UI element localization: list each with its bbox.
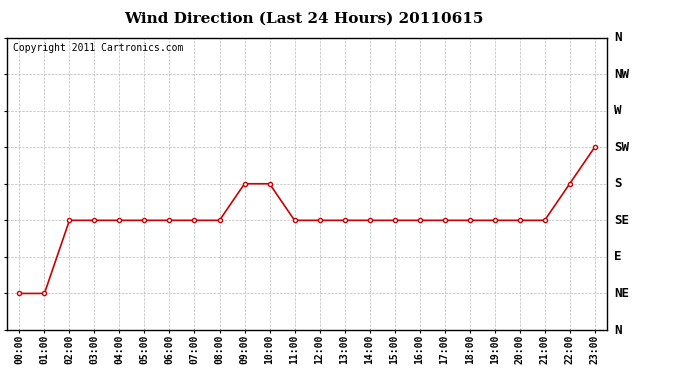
Text: N: N <box>614 324 622 336</box>
Text: SE: SE <box>614 214 629 227</box>
Text: SW: SW <box>614 141 629 154</box>
Text: N: N <box>614 31 622 44</box>
Text: NW: NW <box>614 68 629 81</box>
Text: Copyright 2011 Cartronics.com: Copyright 2011 Cartronics.com <box>13 44 184 53</box>
Text: W: W <box>614 104 622 117</box>
Text: S: S <box>614 177 622 190</box>
Text: NE: NE <box>614 287 629 300</box>
Text: E: E <box>614 251 622 263</box>
Text: Wind Direction (Last 24 Hours) 20110615: Wind Direction (Last 24 Hours) 20110615 <box>124 11 483 25</box>
